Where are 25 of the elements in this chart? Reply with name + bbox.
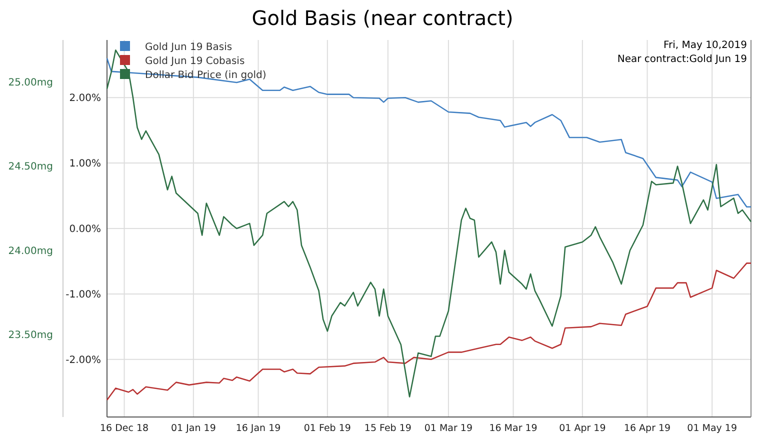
y-tick-label: 2.00% — [69, 93, 101, 104]
x-tick-label: 01 May 19 — [687, 423, 738, 434]
x-tick-label: 16 Mar 19 — [489, 423, 538, 434]
line-series — [106, 262, 752, 401]
y-tick-label: -2.00% — [66, 354, 101, 366]
x-tick-label: 01 Jan 19 — [171, 423, 216, 434]
y2-tick-label: 25.00mg — [8, 78, 53, 89]
x-tick-label: 01 Apr 19 — [559, 423, 606, 434]
chart-title: Gold Basis (near contract) — [252, 6, 514, 30]
legend-label: Gold Jun 19 Cobasis — [145, 56, 245, 67]
annotation: Near contract:Gold Jun 19 — [617, 54, 747, 65]
x-tick-label: 16 Apr 19 — [624, 423, 671, 434]
x-tick-label: 15 Feb 19 — [364, 423, 412, 434]
x-tick-label: 16 Jan 19 — [236, 423, 281, 434]
y-tick-label: 0.00% — [69, 224, 101, 235]
y-tick-label: 1.00% — [69, 158, 101, 170]
y2-tick-label: 24.00mg — [8, 246, 53, 257]
x-tick-label: 01 Feb 19 — [304, 423, 351, 434]
x-tick-label: 01 Mar 19 — [424, 423, 473, 434]
annotation: Fri, May 10,2019 — [664, 40, 747, 51]
x-tick-label: 16 Dec 18 — [100, 423, 149, 434]
y2-tick-label: 24.50mg — [8, 162, 53, 173]
y2-tick-label: 23.50mg — [8, 330, 53, 342]
legend-label: Gold Jun 19 Basis — [145, 42, 232, 53]
y-tick-label: -1.00% — [66, 289, 101, 300]
